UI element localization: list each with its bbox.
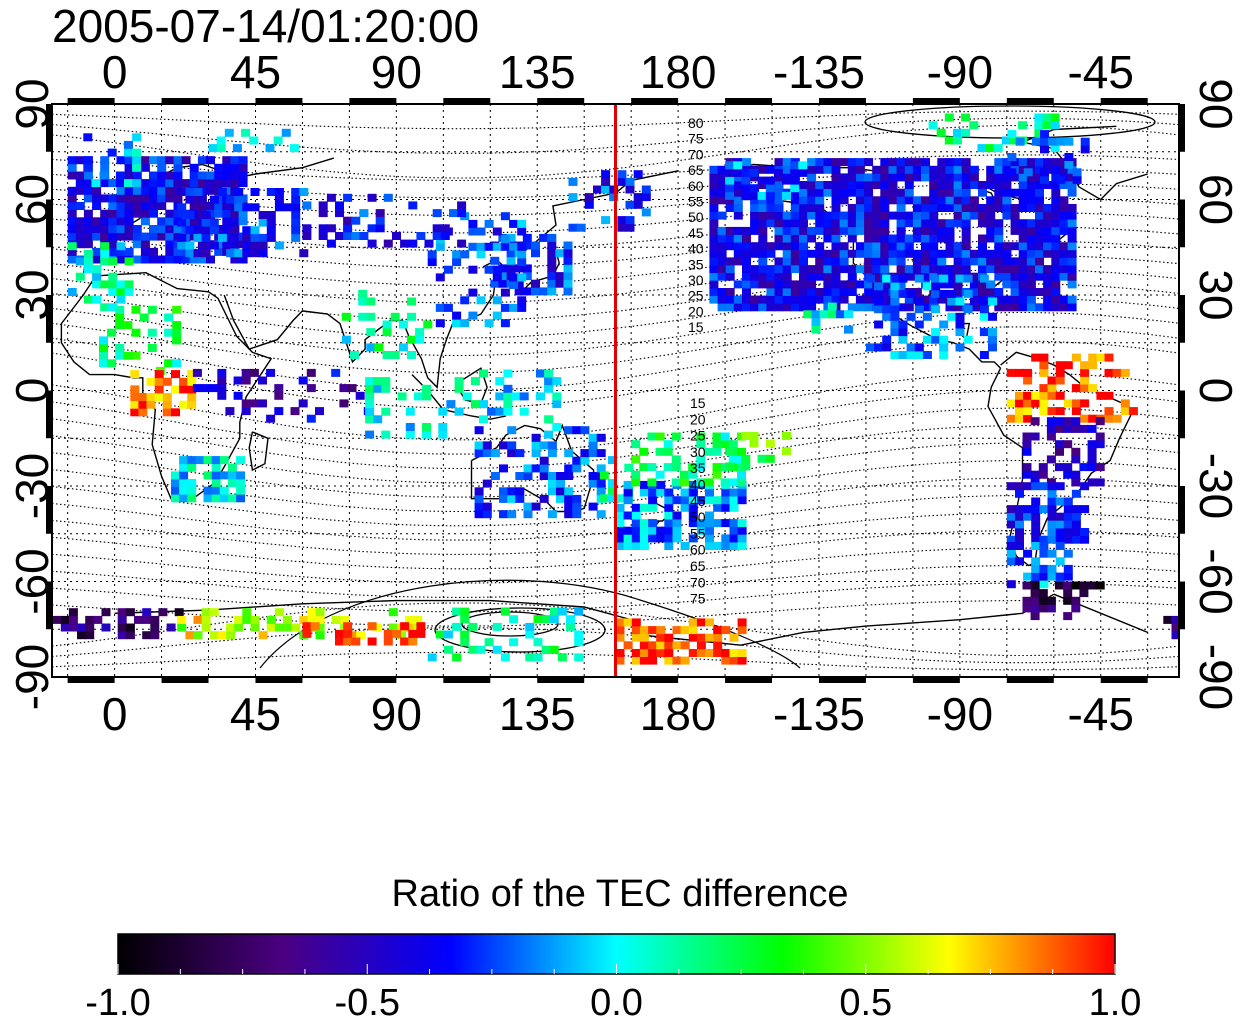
contour-label: 30 bbox=[688, 272, 704, 288]
colorbar-tick-label: -1.0 bbox=[85, 982, 151, 1024]
contour-label: 15 bbox=[688, 319, 704, 335]
contour-label: 60 bbox=[688, 178, 704, 194]
contour-labels: 8075706560555045403530252015152025303540… bbox=[688, 115, 706, 607]
contour-label: 15 bbox=[690, 395, 706, 411]
lon-tick-bottom: 90 bbox=[371, 688, 422, 740]
lat-tick-left: -60 bbox=[6, 548, 58, 614]
tec-map: 8075706560555045403530252015152025303540… bbox=[6, 46, 1240, 740]
latitude-axis-left: 90 60 30 0 -30 -60 -90 bbox=[6, 78, 58, 710]
contour-label: 25 bbox=[688, 288, 704, 304]
contour-label: 30 bbox=[690, 444, 706, 460]
lon-tick-top: 0 bbox=[102, 46, 128, 98]
lat-tick-left: -30 bbox=[6, 453, 58, 519]
map-title: 2005-07-14/01:20:00 bbox=[52, 0, 480, 52]
map-border-bars bbox=[46, 98, 1185, 683]
lon-tick-bottom: 180 bbox=[640, 688, 717, 740]
contour-label: 75 bbox=[688, 131, 704, 147]
colorbar-gradient bbox=[117, 933, 1116, 975]
colorbar-tick-label: 0.0 bbox=[590, 982, 643, 1024]
contour-label: 50 bbox=[690, 509, 706, 525]
contour-label: 55 bbox=[690, 525, 706, 541]
colorbar-title: Ratio of the TEC difference bbox=[391, 873, 849, 915]
lat-tick-left: 0 bbox=[6, 378, 58, 404]
lat-tick-right: 30 bbox=[1190, 269, 1240, 320]
contour-label: 65 bbox=[690, 558, 706, 574]
contour-label: 45 bbox=[690, 493, 706, 509]
lon-tick-bottom: 0 bbox=[102, 688, 128, 740]
tec-data-patches bbox=[52, 113, 1179, 665]
lon-tick-bottom: -135 bbox=[773, 688, 865, 740]
lat-tick-right: -60 bbox=[1190, 548, 1240, 614]
lat-tick-right: 60 bbox=[1190, 174, 1240, 225]
contour-label: 20 bbox=[688, 303, 704, 319]
lat-tick-right: 90 bbox=[1190, 78, 1240, 129]
lon-tick-top: -90 bbox=[927, 46, 993, 98]
lon-tick-top: -135 bbox=[773, 46, 865, 98]
contour-label: 45 bbox=[688, 225, 704, 241]
contour-label: 70 bbox=[688, 146, 704, 162]
contour-label: 40 bbox=[688, 241, 704, 257]
colorbar-ticks bbox=[117, 964, 1116, 974]
contour-label: 80 bbox=[688, 115, 704, 131]
lon-tick-bottom: 135 bbox=[499, 688, 576, 740]
contour-label: 70 bbox=[690, 574, 706, 590]
lon-tick-top: -45 bbox=[1067, 46, 1133, 98]
contour-label: 35 bbox=[688, 256, 704, 272]
lon-tick-top: 90 bbox=[371, 46, 422, 98]
longitude-axis-bottom: 0 45 90 135 180 -135 -90 -45 bbox=[102, 688, 1134, 740]
lon-tick-bottom: -45 bbox=[1067, 688, 1133, 740]
lat-tick-left: -90 bbox=[6, 644, 58, 710]
lat-tick-right: -90 bbox=[1190, 644, 1240, 710]
lon-tick-top: 135 bbox=[499, 46, 576, 98]
contour-label: 40 bbox=[690, 477, 706, 493]
longitude-axis-top: 0 45 90 135 180 -135 -90 -45 bbox=[102, 46, 1134, 98]
lat-tick-right: 0 bbox=[1190, 378, 1240, 404]
contour-label: 25 bbox=[690, 428, 706, 444]
colorbar-tick-label: 0.5 bbox=[839, 982, 893, 1024]
lat-tick-right: -30 bbox=[1190, 453, 1240, 519]
contour-label: 65 bbox=[688, 162, 704, 178]
colorbar-tick-label: 1.0 bbox=[1088, 982, 1142, 1024]
contour-label: 50 bbox=[688, 209, 704, 225]
lon-tick-bottom: 45 bbox=[230, 688, 281, 740]
contour-label: 35 bbox=[690, 460, 706, 476]
lat-tick-left: 90 bbox=[6, 78, 58, 129]
lon-tick-top: 45 bbox=[230, 46, 281, 98]
lat-tick-left: 30 bbox=[6, 269, 58, 320]
contour-label: 55 bbox=[688, 194, 704, 210]
colorbar-tick-label: -0.5 bbox=[334, 982, 400, 1024]
lat-tick-left: 60 bbox=[6, 174, 58, 225]
contour-label: 75 bbox=[690, 591, 706, 607]
lon-tick-top: 180 bbox=[640, 46, 717, 98]
lon-tick-bottom: -90 bbox=[927, 688, 993, 740]
contour-label: 60 bbox=[690, 542, 706, 558]
latitude-axis-right: 90 60 30 0 -30 -60 -90 bbox=[1190, 78, 1240, 710]
contour-label: 20 bbox=[690, 411, 706, 427]
